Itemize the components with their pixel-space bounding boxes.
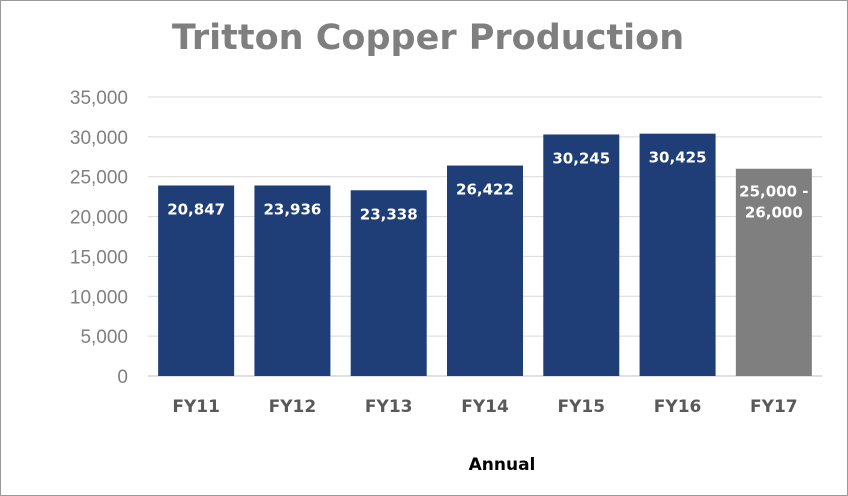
- data-label: 26,422: [456, 181, 514, 199]
- y-tick-label: 30,000: [70, 128, 128, 149]
- y-tick-label: 10,000: [70, 287, 128, 308]
- chart-title: Tritton Copper Production: [171, 18, 685, 58]
- y-tick-label: 20,000: [70, 208, 128, 229]
- bar: [350, 190, 427, 376]
- data-label: 25,000 -: [739, 183, 808, 201]
- bar: [735, 168, 812, 376]
- x-tick-label: FY15: [557, 397, 605, 417]
- bar: [543, 134, 620, 376]
- y-tick-label: 0: [117, 367, 128, 388]
- x-tick-label: FY12: [269, 397, 317, 417]
- x-tick-label: FY11: [172, 397, 220, 417]
- bar: [447, 165, 523, 376]
- bar: [254, 185, 331, 376]
- y-tick-label: 35,000: [70, 88, 128, 109]
- x-tick-label: FY14: [461, 397, 509, 417]
- data-label: 30,245: [552, 149, 610, 167]
- bar: [158, 185, 235, 376]
- bar: [639, 133, 716, 376]
- data-label: 26,000: [745, 204, 803, 222]
- x-tick-label: FY13: [365, 397, 413, 417]
- x-tick-label: FY17: [750, 397, 798, 417]
- x-axis-title: Annual: [468, 455, 536, 475]
- data-label: 20,847: [167, 200, 225, 218]
- y-tick-label: 15,000: [70, 247, 128, 268]
- data-label: 23,936: [263, 200, 321, 218]
- data-label: 30,425: [649, 149, 707, 167]
- x-tick-label: FY16: [654, 397, 702, 417]
- y-tick-label: 5,000: [80, 327, 128, 348]
- data-label: 23,338: [360, 205, 418, 223]
- y-tick-label: 25,000: [70, 168, 128, 189]
